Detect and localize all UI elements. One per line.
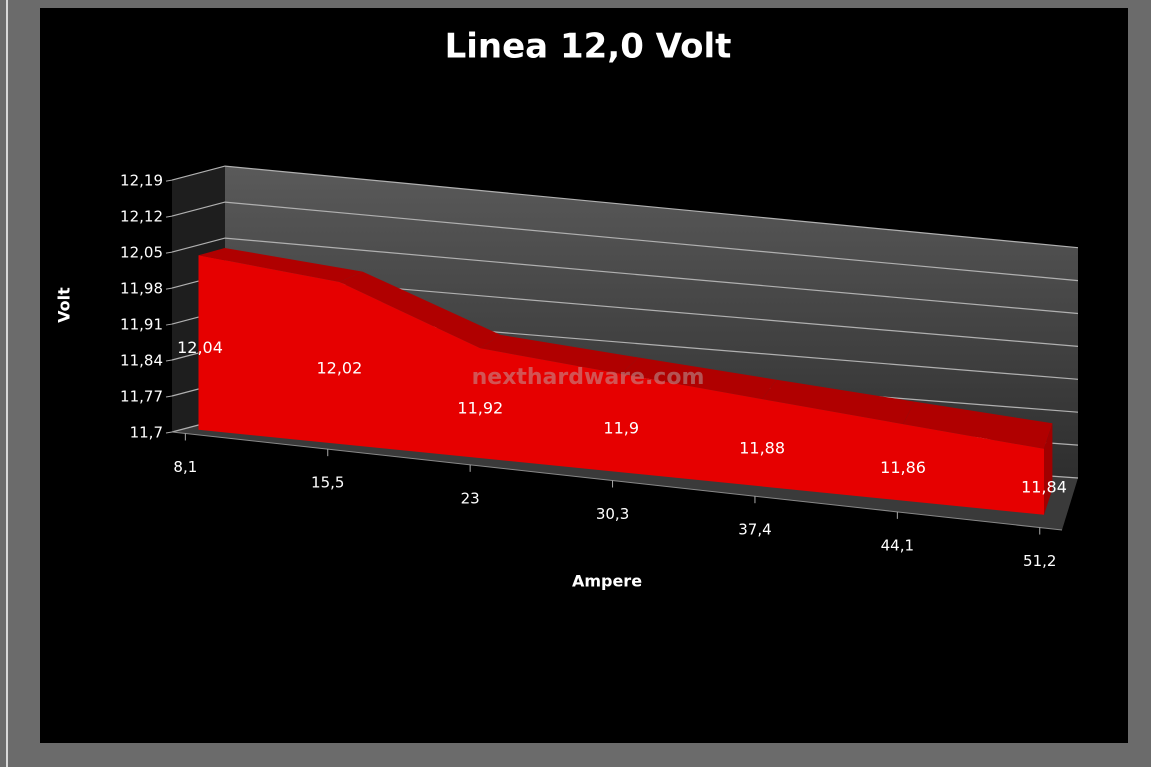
x-axis-label: Ampere <box>572 572 642 591</box>
area-top <box>762 379 915 425</box>
plot: 11,7 11,77 11,84 11,91 11,98 12,05 12,12 12,19 1… <box>120 165 1079 570</box>
y-tick-label: 11,77 <box>120 388 163 406</box>
area-top <box>903 401 1053 449</box>
watermark: nexthardware.com <box>472 365 705 390</box>
frame-edge <box>6 0 8 767</box>
y-tick <box>165 431 173 434</box>
data-label: 12,02 <box>316 358 362 377</box>
x-tick-label: 15,5 <box>311 474 344 492</box>
y-tick-label: 11,7 <box>130 424 163 442</box>
data-label: 11,86 <box>880 458 926 477</box>
grid-line <box>171 165 1079 249</box>
y-tick-label: 12,05 <box>120 244 163 262</box>
area-top <box>339 271 501 349</box>
y-axis-label: Volt <box>55 287 74 323</box>
area-top <box>480 334 639 374</box>
chart-title: Linea 12,0 Volt <box>445 27 732 67</box>
y-tick-label: 11,98 <box>120 280 163 298</box>
area <box>198 255 1044 515</box>
y-tick <box>165 395 173 398</box>
data-label: 11,88 <box>739 438 785 457</box>
data-label: 11,92 <box>457 399 503 418</box>
grid-line <box>171 201 1079 282</box>
x-tick-label: 44,1 <box>881 536 914 554</box>
y-tick <box>165 287 173 290</box>
y-tick <box>165 179 173 182</box>
y-tick <box>165 215 173 218</box>
x-tick-label: 37,4 <box>738 521 771 539</box>
y-tick-label: 11,84 <box>120 352 163 370</box>
y-tick-label: 12,12 <box>120 208 163 226</box>
y-tick-label: 12,19 <box>120 172 163 190</box>
x-tick-label: 8,1 <box>173 458 197 476</box>
y-tick <box>165 359 173 362</box>
x-axis <box>171 431 1063 531</box>
area-top <box>621 357 777 400</box>
data-label: 11,84 <box>1021 477 1067 496</box>
x-tick-label: 51,2 <box>1023 552 1056 570</box>
grid-line <box>171 237 1079 315</box>
area-side <box>1044 423 1053 515</box>
x-tick-label: 23 <box>461 489 480 507</box>
y-tick <box>165 323 173 326</box>
data-label: 12,04 <box>177 338 223 357</box>
y-tick-label: 11,91 <box>120 316 163 334</box>
area-top <box>198 248 363 282</box>
data-label: 11,9 <box>603 419 639 438</box>
y-tick <box>165 251 173 254</box>
x-tick-label: 30,3 <box>596 505 629 523</box>
